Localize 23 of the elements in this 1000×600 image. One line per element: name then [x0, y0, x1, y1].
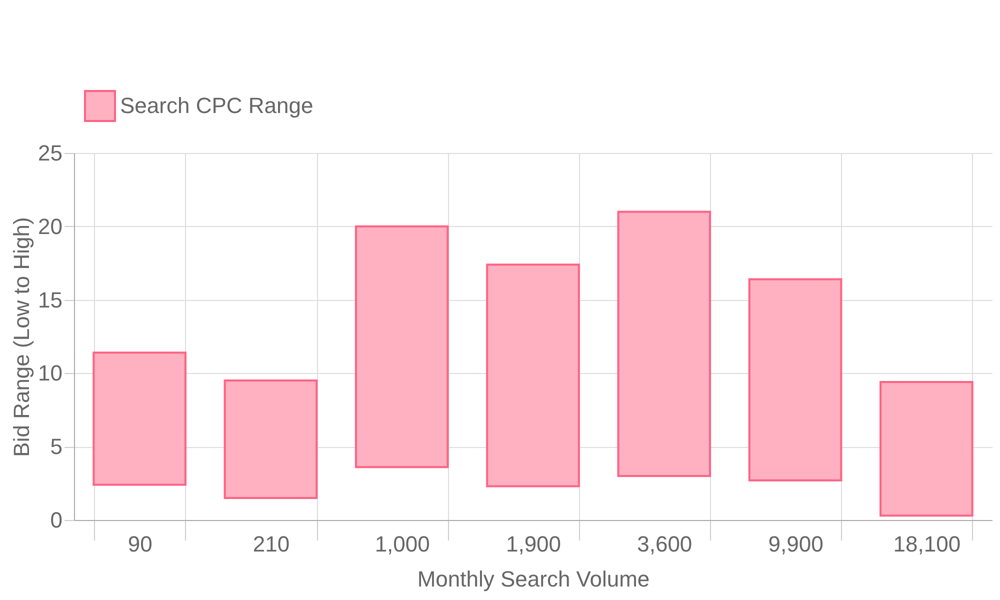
x-tick-label: 18,100 [893, 532, 961, 556]
x-tick-label: 1,000 [374, 532, 430, 556]
y-tick-label: 0 [50, 508, 62, 532]
bar [617, 210, 712, 477]
y-tick-label: 25 [38, 140, 62, 166]
bar [880, 381, 974, 517]
bar [486, 264, 580, 488]
bar [224, 380, 318, 499]
y-tick-label: 10 [38, 360, 62, 386]
y-tick-label: 5 [50, 434, 62, 460]
y-tick-label: 15 [38, 287, 62, 312]
x-tick-label: 9,900 [768, 532, 824, 556]
x-tick-label: 1,900 [506, 532, 562, 556]
x-tick-label: 90 [128, 532, 152, 556]
legend-label: Search CPC Range [120, 93, 314, 118]
x-tick-label: 210 [252, 532, 290, 556]
x-tick-label: 3,600 [637, 532, 692, 556]
y-axis-title: Bid Range (Low to High) [9, 217, 34, 457]
bar [354, 225, 449, 468]
x-axis-title: Monthly Search Volume [417, 566, 650, 592]
bar [748, 278, 842, 482]
bar [92, 352, 186, 486]
y-tick-label: 20 [38, 214, 62, 239]
